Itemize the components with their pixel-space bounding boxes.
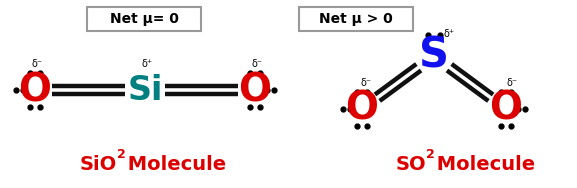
Text: δ⁻: δ⁻ <box>32 59 43 69</box>
Text: Molecule: Molecule <box>430 155 535 174</box>
FancyBboxPatch shape <box>87 7 201 31</box>
Text: δ⁻: δ⁻ <box>507 78 518 88</box>
Text: S: S <box>419 35 449 77</box>
Text: O: O <box>489 90 523 128</box>
Text: 2: 2 <box>117 148 126 161</box>
Text: Net μ= 0: Net μ= 0 <box>110 12 178 26</box>
Text: O: O <box>18 71 51 109</box>
Text: δ⁺: δ⁺ <box>141 59 152 69</box>
Text: Molecule: Molecule <box>121 155 226 174</box>
Text: SO: SO <box>395 155 426 174</box>
Text: O: O <box>238 71 272 109</box>
Text: δ⁻: δ⁻ <box>361 78 372 88</box>
Text: 2: 2 <box>426 148 434 161</box>
Text: δ⁻: δ⁻ <box>252 59 263 69</box>
Text: O: O <box>346 90 379 128</box>
Text: SiO: SiO <box>80 155 117 174</box>
FancyBboxPatch shape <box>299 7 413 31</box>
Text: δ⁺: δ⁺ <box>444 29 455 39</box>
Text: Net μ > 0: Net μ > 0 <box>319 12 393 26</box>
Text: Si: Si <box>128 74 163 106</box>
